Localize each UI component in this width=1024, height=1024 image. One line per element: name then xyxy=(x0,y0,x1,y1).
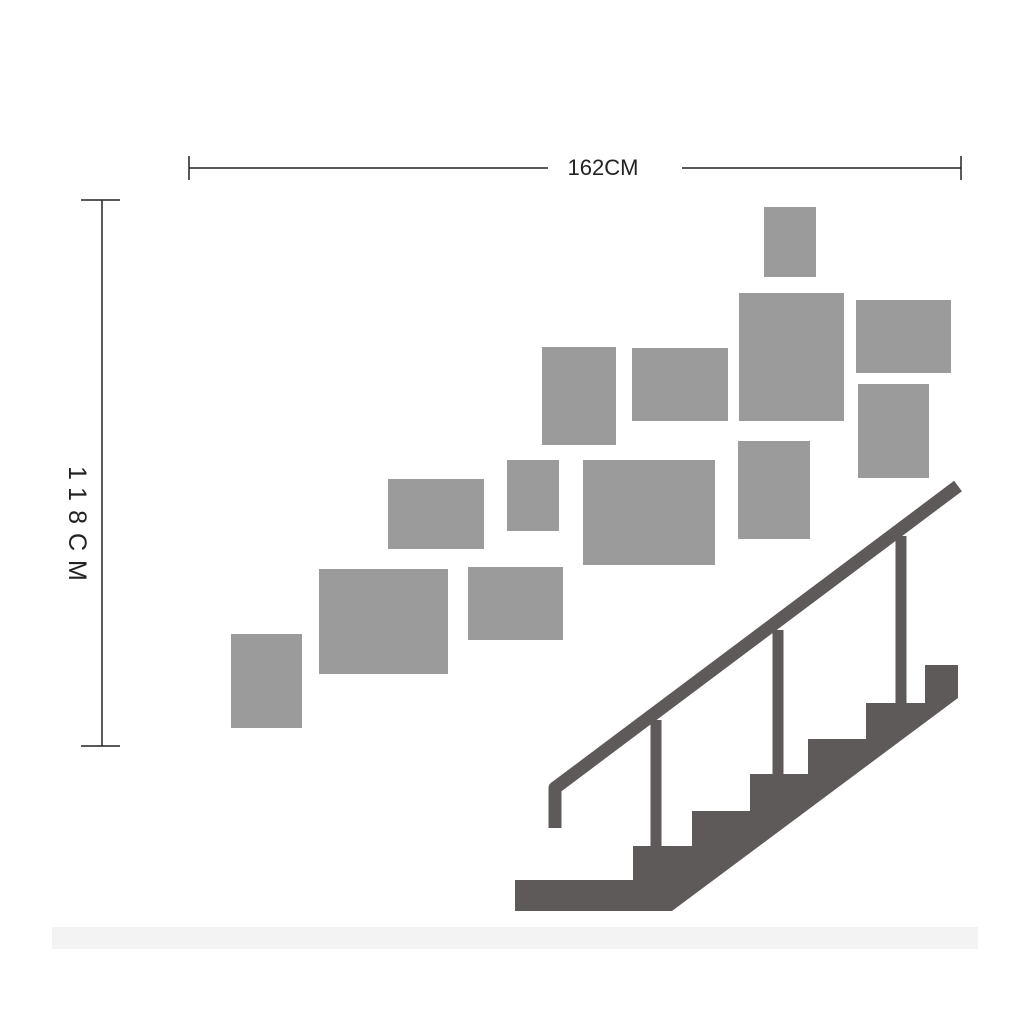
frame-7 xyxy=(738,441,810,539)
frame-3 xyxy=(856,300,951,373)
frame-9 xyxy=(583,460,715,565)
stair-steps xyxy=(515,665,958,911)
height-label: 118CM xyxy=(63,466,91,590)
frame-10 xyxy=(388,479,484,549)
picture-frames xyxy=(231,207,951,728)
frame-13 xyxy=(231,634,302,728)
staircase-illustration xyxy=(515,480,962,911)
height-dimension xyxy=(81,199,120,747)
width-dimension xyxy=(188,156,962,180)
frame-5 xyxy=(632,348,728,421)
floor-strip xyxy=(52,927,978,949)
frame-4 xyxy=(542,347,616,445)
width-label: 162CM xyxy=(568,155,639,180)
frame-11 xyxy=(319,569,448,674)
frame-2 xyxy=(739,293,844,421)
frame-12 xyxy=(468,567,563,640)
frame-8 xyxy=(507,460,559,531)
handrail xyxy=(548,480,962,828)
frame-6 xyxy=(858,384,929,478)
frame-1 xyxy=(764,207,816,277)
